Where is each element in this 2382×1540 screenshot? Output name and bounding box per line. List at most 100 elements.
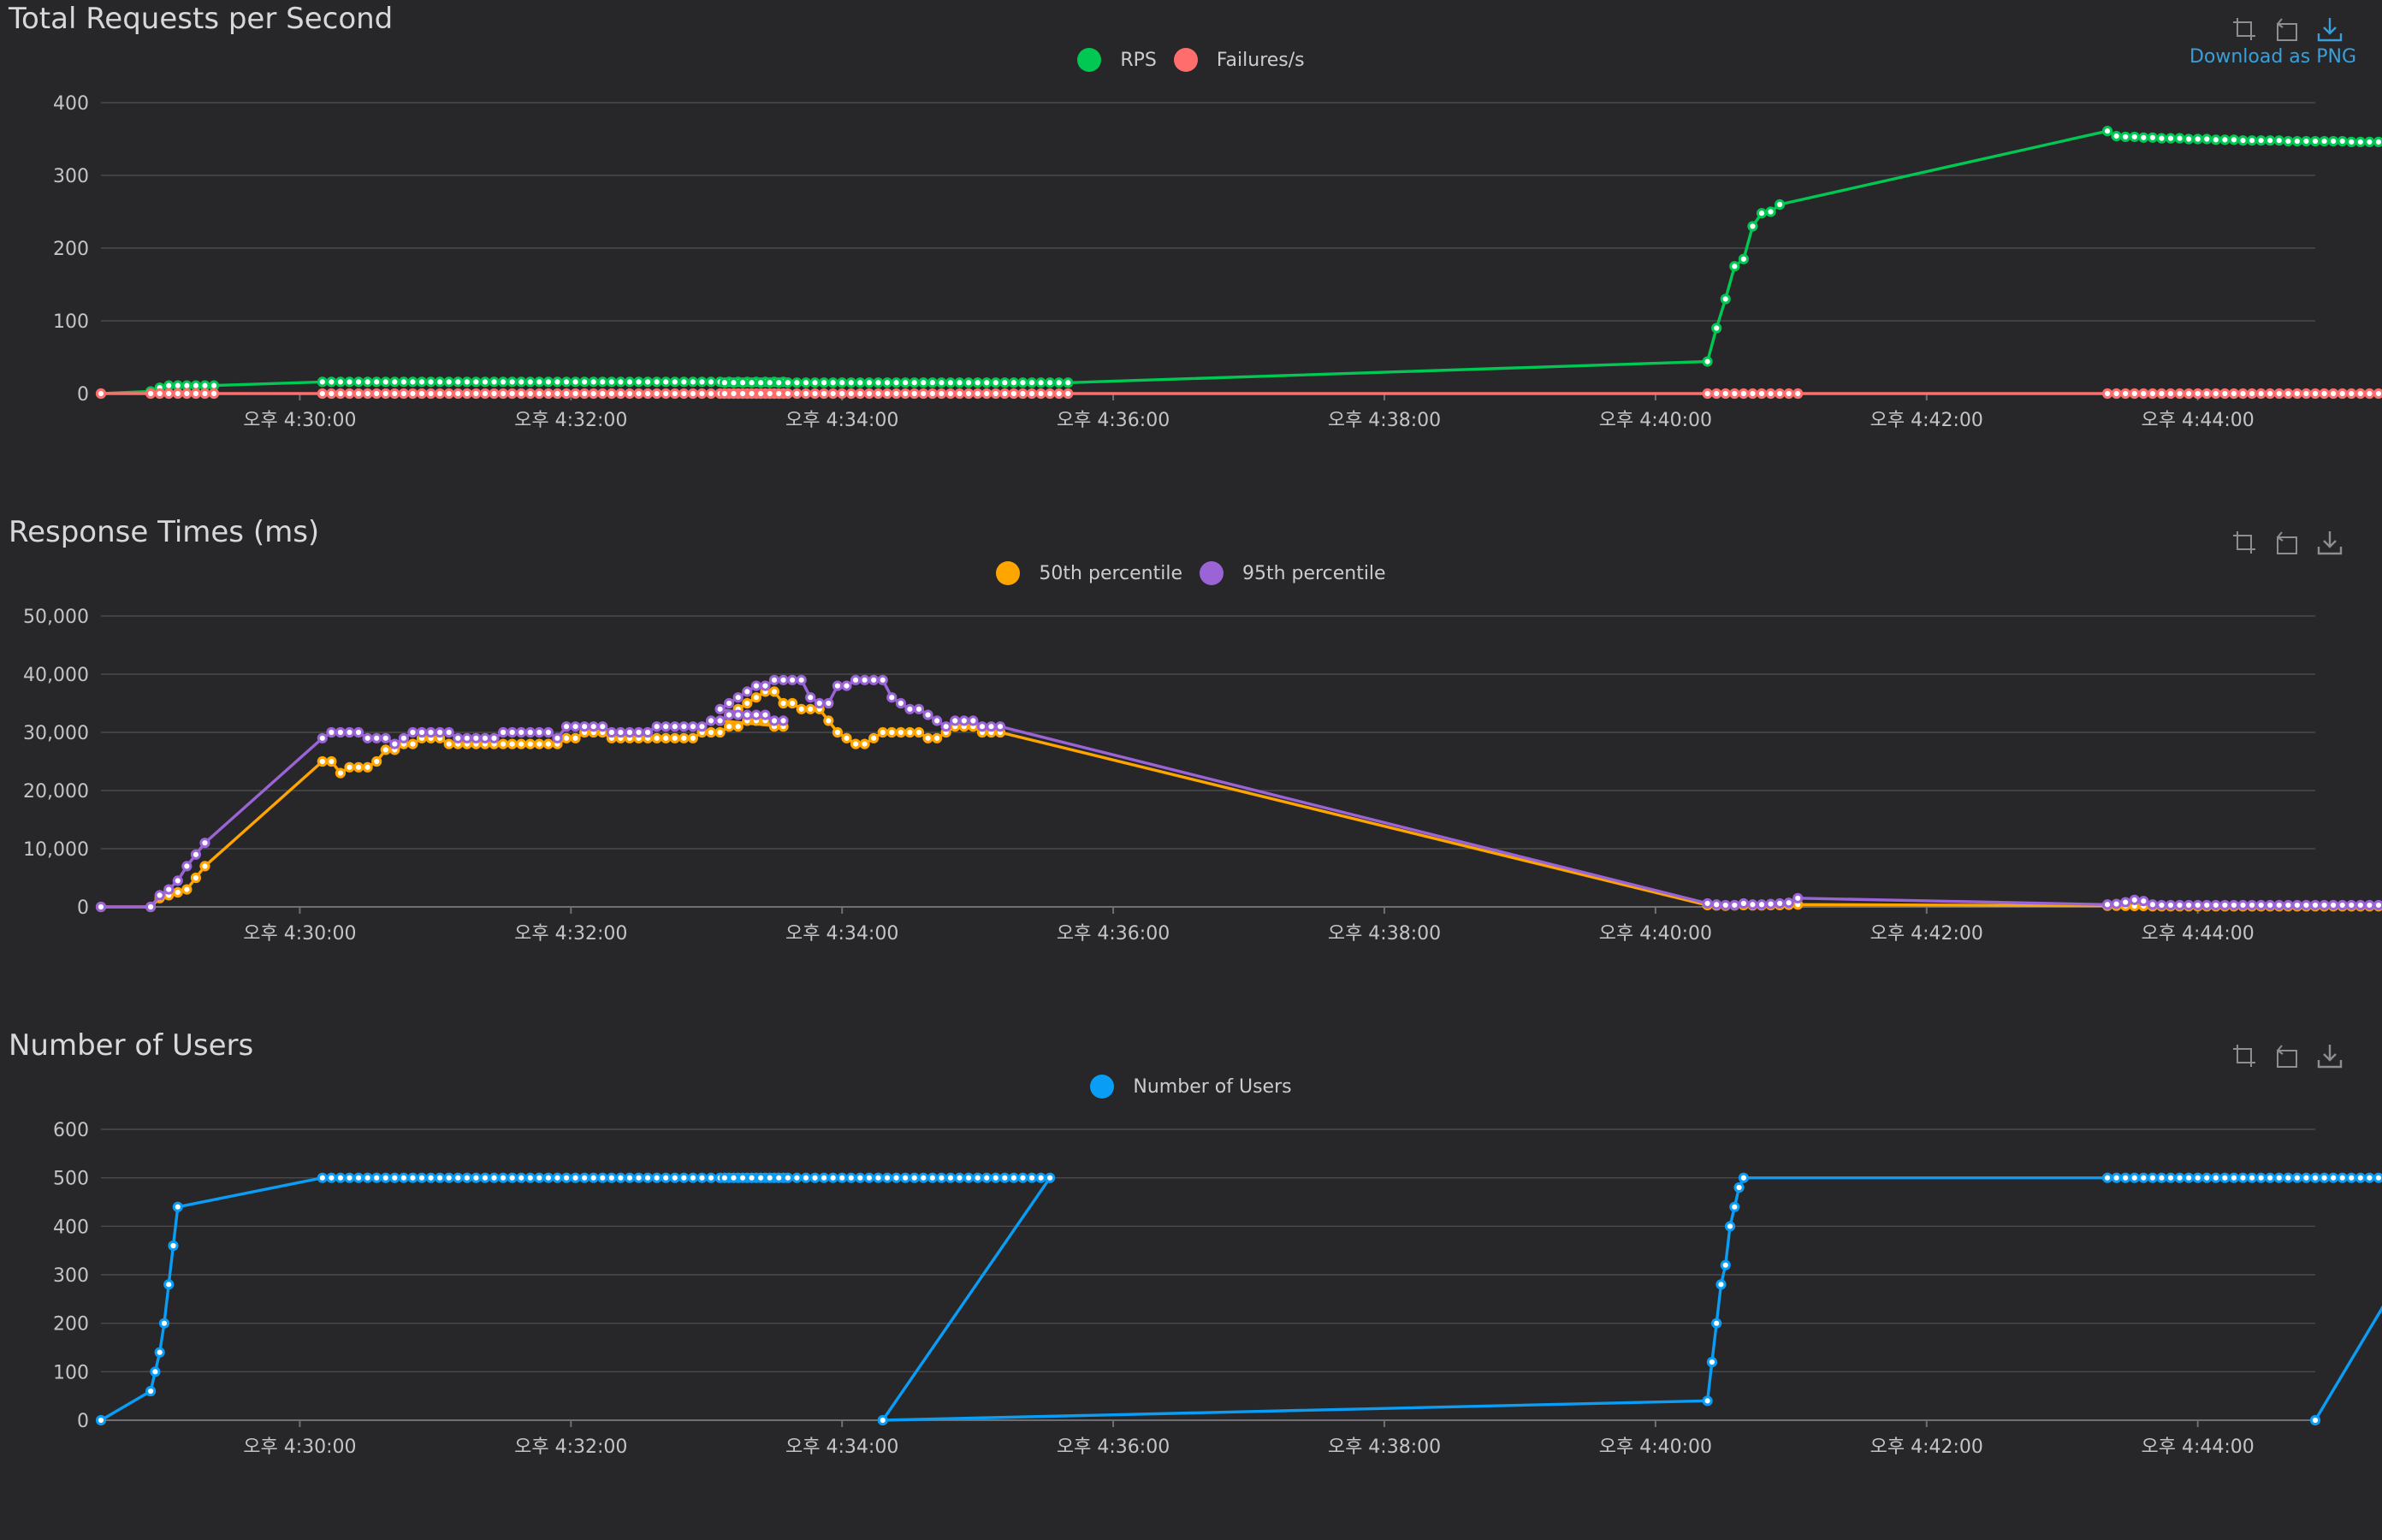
data-point[interactable] bbox=[678, 376, 690, 388]
data-point[interactable] bbox=[453, 376, 464, 388]
data-point[interactable] bbox=[760, 709, 771, 720]
data-point[interactable] bbox=[922, 709, 933, 720]
data-point[interactable] bbox=[435, 376, 446, 388]
data-point[interactable] bbox=[479, 1172, 491, 1183]
data-point[interactable] bbox=[855, 1172, 866, 1183]
data-point[interactable] bbox=[990, 377, 1001, 388]
data-point[interactable] bbox=[497, 388, 509, 400]
data-point[interactable] bbox=[552, 732, 563, 743]
data-point[interactable] bbox=[1008, 388, 1019, 400]
data-point[interactable] bbox=[606, 376, 617, 388]
data-point[interactable] bbox=[786, 697, 798, 709]
zoom-icon[interactable] bbox=[2223, 1039, 2266, 1073]
data-point[interactable] bbox=[1045, 1172, 1056, 1183]
data-point[interactable] bbox=[2246, 899, 2258, 911]
data-point[interactable] bbox=[516, 376, 527, 388]
data-point[interactable] bbox=[782, 388, 793, 400]
legend-item-p50[interactable]: 50th percentile bbox=[996, 561, 1182, 585]
data-point[interactable] bbox=[588, 1172, 599, 1183]
data-point[interactable] bbox=[696, 376, 708, 388]
data-point[interactable] bbox=[2138, 1172, 2149, 1183]
data-point[interactable] bbox=[778, 715, 789, 726]
data-point[interactable] bbox=[398, 376, 409, 388]
data-point[interactable] bbox=[945, 1172, 957, 1183]
data-point[interactable] bbox=[389, 376, 400, 388]
data-point[interactable] bbox=[516, 1172, 527, 1183]
data-point[interactable] bbox=[154, 388, 165, 400]
data-point[interactable] bbox=[2120, 131, 2131, 143]
data-point[interactable] bbox=[963, 377, 975, 388]
data-point[interactable] bbox=[633, 726, 644, 738]
data-point[interactable] bbox=[669, 388, 680, 400]
data-point[interactable] bbox=[199, 861, 210, 872]
data-point[interactable] bbox=[881, 388, 893, 400]
data-point[interactable] bbox=[353, 1172, 364, 1183]
data-point[interactable] bbox=[913, 726, 925, 738]
data-point[interactable] bbox=[371, 388, 382, 400]
data-point[interactable] bbox=[972, 377, 983, 388]
data-point[interactable] bbox=[606, 388, 617, 400]
data-point[interactable] bbox=[669, 721, 680, 732]
data-point[interactable] bbox=[936, 377, 947, 388]
zoom-icon[interactable] bbox=[2223, 12, 2266, 46]
data-point[interactable] bbox=[687, 1172, 698, 1183]
data-point[interactable] bbox=[2283, 1172, 2294, 1183]
data-point[interactable] bbox=[633, 376, 644, 388]
data-point[interactable] bbox=[990, 388, 1001, 400]
data-point[interactable] bbox=[2129, 894, 2140, 905]
data-point[interactable] bbox=[425, 1172, 436, 1183]
data-point[interactable] bbox=[2355, 388, 2366, 400]
data-point[interactable] bbox=[1747, 899, 1758, 910]
data-point[interactable] bbox=[344, 388, 355, 400]
data-point[interactable] bbox=[968, 715, 979, 726]
data-point[interactable] bbox=[353, 376, 364, 388]
data-point[interactable] bbox=[380, 388, 391, 400]
data-point[interactable] bbox=[714, 726, 726, 738]
data-point[interactable] bbox=[687, 388, 698, 400]
data-point[interactable] bbox=[2291, 388, 2302, 400]
data-point[interactable] bbox=[534, 726, 545, 738]
data-point[interactable] bbox=[2111, 388, 2122, 400]
data-point[interactable] bbox=[800, 1172, 812, 1183]
download-icon[interactable] bbox=[2308, 525, 2351, 560]
data-point[interactable] bbox=[443, 738, 454, 749]
data-point[interactable] bbox=[881, 377, 893, 388]
data-point[interactable] bbox=[696, 721, 708, 732]
data-point[interactable] bbox=[1711, 323, 1722, 334]
data-point[interactable] bbox=[154, 1347, 165, 1358]
data-point[interactable] bbox=[1045, 388, 1056, 400]
data-point[interactable] bbox=[2174, 1172, 2185, 1183]
data-point[interactable] bbox=[963, 388, 975, 400]
data-point[interactable] bbox=[1775, 388, 1786, 400]
data-point[interactable] bbox=[877, 674, 888, 685]
data-point[interactable] bbox=[353, 726, 364, 738]
data-point[interactable] bbox=[651, 721, 662, 732]
response-times-chart[interactable]: 0 10,000 20,000 30,000 40,000 50,000 오후 4:30:0… bbox=[0, 513, 2382, 1027]
data-point[interactable] bbox=[1711, 1318, 1722, 1329]
zoom-reset-icon[interactable] bbox=[2266, 1039, 2308, 1073]
data-point[interactable] bbox=[425, 726, 436, 738]
data-point[interactable] bbox=[2328, 388, 2339, 400]
zoom-icon[interactable] bbox=[2223, 525, 2266, 560]
data-point[interactable] bbox=[497, 726, 509, 738]
data-point[interactable] bbox=[1733, 1182, 1745, 1194]
data-point[interactable] bbox=[737, 388, 749, 400]
data-point[interactable] bbox=[371, 376, 382, 388]
data-point[interactable] bbox=[2246, 135, 2258, 146]
data-point[interactable] bbox=[2147, 1172, 2158, 1183]
data-point[interactable] bbox=[172, 886, 183, 898]
data-point[interactable] bbox=[362, 376, 373, 388]
data-point[interactable] bbox=[786, 674, 798, 685]
data-point[interactable] bbox=[2319, 1172, 2330, 1183]
data-point[interactable] bbox=[986, 721, 997, 732]
data-point[interactable] bbox=[755, 377, 767, 388]
data-point[interactable] bbox=[2291, 1172, 2302, 1183]
data-point[interactable] bbox=[443, 1172, 454, 1183]
data-point[interactable] bbox=[208, 380, 220, 391]
data-point[interactable] bbox=[642, 388, 654, 400]
data-point[interactable] bbox=[764, 377, 775, 388]
data-point[interactable] bbox=[2165, 899, 2177, 911]
data-point[interactable] bbox=[2237, 388, 2249, 400]
data-point[interactable] bbox=[479, 376, 491, 388]
data-point[interactable] bbox=[588, 376, 599, 388]
